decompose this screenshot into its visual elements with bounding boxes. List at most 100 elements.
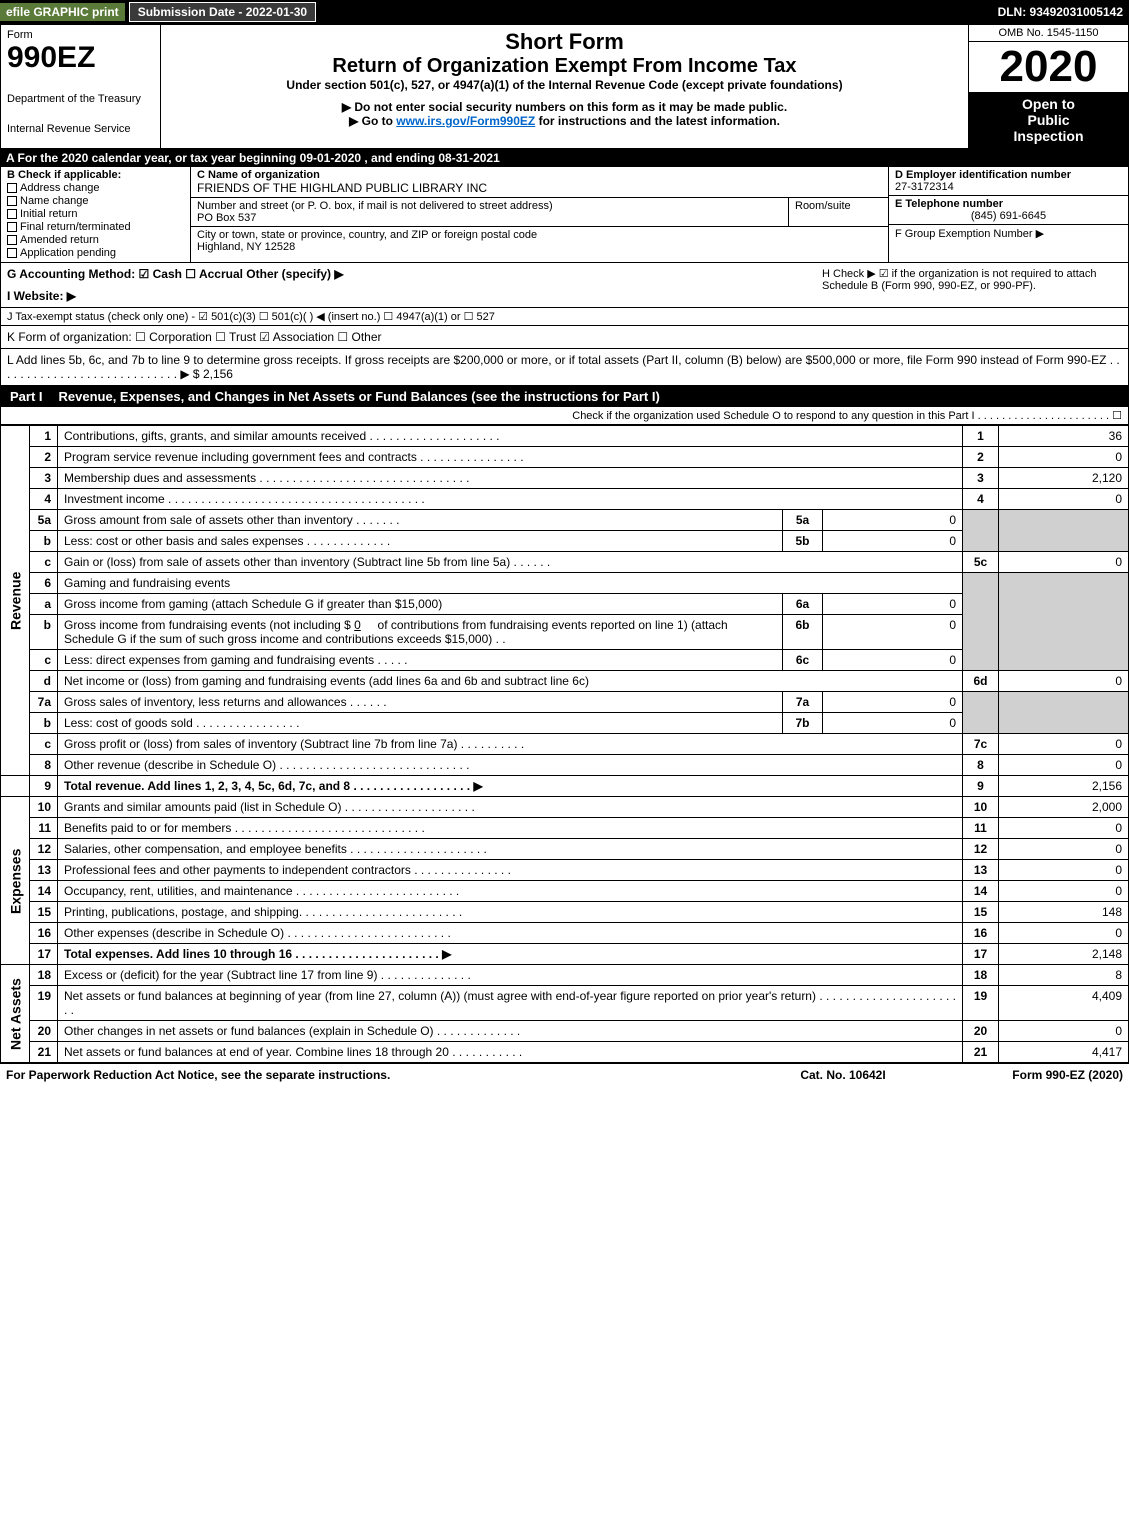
line-21-num: 21 — [30, 1042, 58, 1063]
line-9-num: 9 — [30, 776, 58, 797]
line-6b-contrib-val: 0 — [354, 618, 361, 632]
addr-label: Number and street (or P. O. box, if mail… — [197, 200, 782, 212]
box-b-label: B Check if applicable: — [7, 169, 121, 181]
line-18-desc: Excess or (deficit) for the year (Subtra… — [58, 965, 963, 986]
line-16-ref: 16 — [963, 923, 999, 944]
line-6-num: 6 — [30, 573, 58, 594]
goto-prefix: ▶ Go to — [349, 114, 396, 128]
line-19-ref: 19 — [963, 986, 999, 1021]
chk-amended-return[interactable]: Amended return — [7, 234, 184, 246]
line-6b-sublab: 6b — [783, 615, 823, 650]
line-14-desc: Occupancy, rent, utilities, and maintena… — [58, 881, 963, 902]
chk-final-return[interactable]: Final return/terminated — [7, 221, 184, 233]
chk-address-change[interactable]: Address change — [7, 182, 184, 194]
form-version: Form 990-EZ (2020) — [943, 1068, 1123, 1082]
line-7a-subval: 0 — [823, 692, 963, 713]
line-14-val: 0 — [999, 881, 1129, 902]
line-1-val: 36 — [999, 426, 1129, 447]
line-11-val: 0 — [999, 818, 1129, 839]
omb-number: OMB No. 1545-1150 — [969, 25, 1128, 42]
line-18-num: 18 — [30, 965, 58, 986]
line-1-desc: Contributions, gifts, grants, and simila… — [58, 426, 963, 447]
line-2-val: 0 — [999, 447, 1129, 468]
gray-7v — [999, 692, 1129, 734]
line-10-ref: 10 — [963, 797, 999, 818]
irs-link[interactable]: www.irs.gov/Form990EZ — [396, 114, 535, 128]
line-16-num: 16 — [30, 923, 58, 944]
line-7c-val: 0 — [999, 734, 1129, 755]
form-label: Form — [7, 29, 154, 41]
paperwork-notice: For Paperwork Reduction Act Notice, see … — [6, 1068, 743, 1082]
line-7b-sublab: 7b — [783, 713, 823, 734]
website-line: I Website: ▶ — [7, 289, 822, 303]
line-20-num: 20 — [30, 1021, 58, 1042]
dept-irs: Internal Revenue Service — [7, 123, 154, 135]
line-10-num: 10 — [30, 797, 58, 818]
line-7a-num: 7a — [30, 692, 58, 713]
insp-2: Public — [973, 112, 1124, 128]
dept-treasury: Department of the Treasury — [7, 93, 154, 105]
box-c-label: C Name of organization — [197, 169, 882, 181]
line-5a-num: 5a — [30, 510, 58, 531]
line-3-val: 2,120 — [999, 468, 1129, 489]
line-9-val: 2,156 — [999, 776, 1129, 797]
line-11-num: 11 — [30, 818, 58, 839]
line-17-num: 17 — [30, 944, 58, 965]
tax-year: 2020 — [969, 42, 1128, 92]
line-5a-sublab: 5a — [783, 510, 823, 531]
line-19-num: 19 — [30, 986, 58, 1021]
line-6d-num: d — [30, 671, 58, 692]
goto-suffix: for instructions and the latest informat… — [535, 114, 780, 128]
line-14-num: 14 — [30, 881, 58, 902]
chk-name-change[interactable]: Name change — [7, 195, 184, 207]
line-10-val: 2,000 — [999, 797, 1129, 818]
line-6c-subval: 0 — [823, 650, 963, 671]
line-16-desc: Other expenses (describe in Schedule O) … — [58, 923, 963, 944]
top-bar: efile GRAPHIC print Submission Date - 20… — [0, 0, 1129, 24]
chk-initial-return[interactable]: Initial return — [7, 208, 184, 220]
gross-receipts-line: L Add lines 5b, 6c, and 7b to line 9 to … — [0, 348, 1129, 386]
line-1-num: 1 — [30, 426, 58, 447]
org-name: FRIENDS OF THE HIGHLAND PUBLIC LIBRARY I… — [197, 181, 882, 195]
insp-3: Inspection — [973, 128, 1124, 144]
section-net-assets: Net Assets — [1, 965, 30, 1063]
line-15-desc: Printing, publications, postage, and shi… — [58, 902, 963, 923]
line-7b-desc: Less: cost of goods sold . . . . . . . .… — [58, 713, 783, 734]
line-8-desc: Other revenue (describe in Schedule O) .… — [58, 755, 963, 776]
accounting-method: G Accounting Method: ☑ Cash ☐ Accrual Ot… — [7, 267, 822, 281]
info-grid: B Check if applicable: Address change Na… — [0, 167, 1129, 263]
title-short-form: Short Form — [169, 29, 960, 55]
line-17-val: 2,148 — [999, 944, 1129, 965]
tax-exempt-status: J Tax-exempt status (check only one) - ☑… — [0, 308, 1129, 326]
line-12-desc: Salaries, other compensation, and employ… — [58, 839, 963, 860]
line-5b-num: b — [30, 531, 58, 552]
line-6c-desc: Less: direct expenses from gaming and fu… — [58, 650, 783, 671]
line-4-desc: Investment income . . . . . . . . . . . … — [58, 489, 963, 510]
line-12-val: 0 — [999, 839, 1129, 860]
line-3-ref: 3 — [963, 468, 999, 489]
row-g-h: G Accounting Method: ☑ Cash ☐ Accrual Ot… — [0, 263, 1129, 308]
line-2-ref: 2 — [963, 447, 999, 468]
line-6a-desc: Gross income from gaming (attach Schedul… — [58, 594, 783, 615]
line-6a-num: a — [30, 594, 58, 615]
line-4-ref: 4 — [963, 489, 999, 510]
line-20-desc: Other changes in net assets or fund bala… — [58, 1021, 963, 1042]
chk-application-pending[interactable]: Application pending — [7, 247, 184, 259]
line-6d-val: 0 — [999, 671, 1129, 692]
insp-1: Open to — [973, 96, 1124, 112]
line-13-ref: 13 — [963, 860, 999, 881]
line-16-val: 0 — [999, 923, 1129, 944]
line-18-ref: 18 — [963, 965, 999, 986]
line-7c-num: c — [30, 734, 58, 755]
form-number: 990EZ — [7, 41, 154, 75]
box-b: B Check if applicable: Address change Na… — [1, 167, 191, 262]
line-2-num: 2 — [30, 447, 58, 468]
part-1-header: Part I Revenue, Expenses, and Changes in… — [0, 386, 1129, 407]
line-6d-ref: 6d — [963, 671, 999, 692]
page-footer: For Paperwork Reduction Act Notice, see … — [0, 1063, 1129, 1086]
line-8-val: 0 — [999, 755, 1129, 776]
phone-label: E Telephone number — [895, 198, 1003, 210]
line-17-desc: Total expenses. Add lines 10 through 16 … — [58, 944, 963, 965]
gray-5ab — [963, 510, 999, 552]
gray-7 — [963, 692, 999, 734]
